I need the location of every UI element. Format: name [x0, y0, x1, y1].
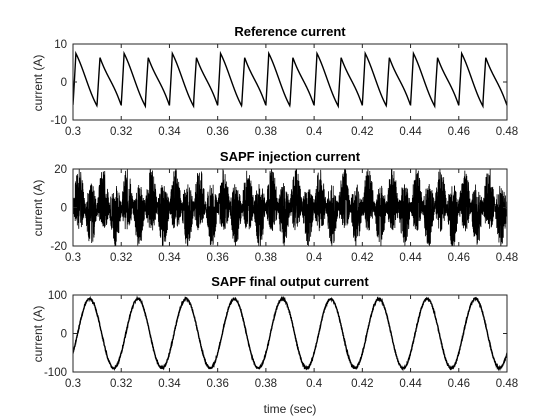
series-line [73, 295, 507, 372]
y-tick-label: 0 [61, 203, 67, 215]
series-line [73, 50, 507, 109]
x-tick-label: 0.38 [255, 378, 277, 390]
y-tick-label: 20 [54, 164, 67, 176]
y-tick-label: -20 [50, 241, 67, 253]
y-tick-label: 0 [61, 77, 67, 89]
x-tick-label: 0.32 [110, 252, 132, 264]
x-tick-label: 0.46 [448, 126, 470, 138]
x-tick-label: 0.44 [399, 252, 422, 264]
subplot-sapf-injection-current: SAPF injection current current (A) 0.3 0.… [31, 149, 518, 264]
subplot-3-title: SAPF final output current [211, 274, 369, 289]
x-tick-label: 0.46 [448, 252, 470, 264]
subplot-2-title: SAPF injection current [220, 149, 361, 164]
x-tick-label: 0.4 [306, 378, 323, 390]
y-tick-label: -100 [44, 367, 67, 379]
y-tick-label: 10 [54, 39, 67, 51]
subplot-3-xlabel: time (sec) [264, 402, 317, 416]
y-tick-label: -10 [50, 115, 67, 127]
x-tick-label: 0.36 [206, 126, 228, 138]
y-tick-label: 100 [48, 290, 67, 302]
x-tick-label: 0.34 [158, 378, 181, 390]
subplot-1-title: Reference current [234, 24, 346, 39]
x-tick-label: 0.4 [306, 252, 323, 264]
x-tick-label: 0.42 [351, 126, 373, 138]
x-tick-label: 0.44 [399, 378, 422, 390]
x-tick-label: 0.34 [158, 126, 181, 138]
x-tick-label: 0.48 [496, 126, 518, 138]
x-tick-label: 0.36 [206, 378, 228, 390]
x-tick-label: 0.34 [158, 252, 181, 264]
x-tick-label: 0.3 [65, 126, 81, 138]
x-tick-label: 0.48 [496, 378, 518, 390]
subplot-2-ticks: 0.3 0.32 0.34 0.36 0.38 0.4 0.42 0.44 0.46 0.48 -2… [50, 164, 518, 264]
x-tick-label: 0.48 [496, 252, 518, 264]
x-tick-label: 0.46 [448, 378, 470, 390]
series-line [73, 169, 507, 246]
subplot-3-ticks: 0.3 0.32 0.34 0.36 0.38 0.4 0.42 0.44 0.46 0.48 -1… [44, 290, 518, 390]
x-tick-label: 0.3 [65, 252, 81, 264]
x-tick-label: 0.36 [206, 252, 228, 264]
x-tick-label: 0.3 [65, 378, 81, 390]
subplot-1-ticks: 0.3 0.32 0.34 0.36 0.38 0.4 0.42 0.44 0.46 0.48 -1… [50, 39, 518, 138]
subplot-2-ylabel: current (A) [31, 180, 45, 237]
x-tick-label: 0.38 [255, 126, 277, 138]
y-tick-label: 0 [61, 329, 67, 341]
x-tick-label: 0.32 [110, 126, 132, 138]
subplot-sapf-final-output-current: SAPF final output current current (A) 0.… [31, 274, 518, 416]
x-tick-label: 0.38 [255, 252, 277, 264]
subplot-reference-current: Reference current current (A) 0.3 0.32 0.3… [31, 24, 518, 138]
x-tick-label: 0.42 [351, 252, 373, 264]
x-tick-label: 0.42 [351, 378, 373, 390]
subplot-3-ylabel: current (A) [31, 306, 45, 363]
x-tick-label: 0.44 [399, 126, 422, 138]
subplot-1-ylabel: current (A) [31, 55, 45, 112]
x-tick-label: 0.32 [110, 378, 132, 390]
x-tick-label: 0.4 [306, 126, 323, 138]
